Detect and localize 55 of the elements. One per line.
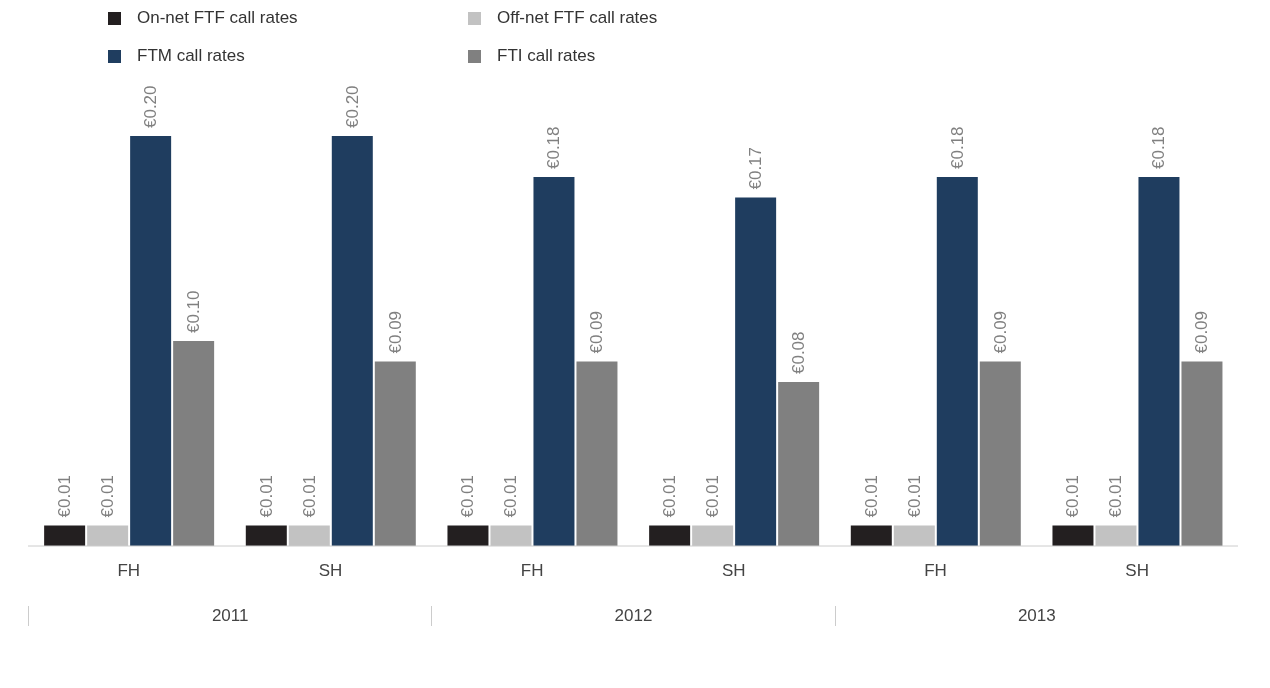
data-label: €0.09 [385,310,405,354]
bar [130,136,172,546]
data-label: €0.01 [861,474,881,518]
bar [533,177,575,546]
data-label: €0.01 [1106,474,1126,518]
data-label: €0.08 [789,331,809,374]
bar [331,136,373,546]
legend-label: Off-net FTF call rates [497,8,658,28]
data-label: €0.09 [1192,310,1212,354]
x-tick-label: FH [924,561,947,581]
data-label: €0.01 [458,474,478,518]
bar [173,341,215,546]
bar [936,177,978,546]
bar [576,361,618,546]
data-label: €0.01 [501,474,521,518]
data-label: €0.10 [184,290,204,333]
bar [447,525,489,546]
data-label: €0.09 [587,310,607,354]
bar [374,361,416,546]
text: 2013 [834,606,1238,626]
data-label: €0.01 [299,474,319,518]
x-tick-label: SH [722,561,746,581]
x-tick-label: FH [520,561,544,581]
data-label: €0.01 [904,474,924,518]
bar [778,382,820,546]
legend-label: FTM call rates [137,46,245,66]
data-label: €0.18 [947,126,967,169]
bar [245,525,287,546]
data-label: €0.01 [1063,474,1083,518]
data-label: €0.18 [1149,126,1169,169]
data-label: €0.01 [98,474,118,518]
bar [1138,177,1180,546]
data-label: €0.18 [544,126,564,169]
data-label: €0.01 [703,474,723,518]
data-label: €0.20 [342,85,362,128]
x-tick-label: SH [1125,561,1149,581]
data-label: €0.17 [746,146,766,190]
x-tick-label: SH [318,561,343,581]
bar [649,525,691,546]
data-label: €0.01 [256,474,276,518]
legend-label: On-net FTF call rates [137,8,298,28]
data-label: €0.20 [141,85,161,128]
legend-label: FTI call rates [497,46,596,66]
data-label: €0.01 [660,474,680,518]
bar [1181,361,1223,546]
bar [979,361,1021,546]
bar [850,525,892,546]
data-label: €0.01 [55,474,75,518]
text: 2011 [28,606,432,626]
bar [735,197,777,546]
text: 2012 [431,606,835,626]
bar [1052,525,1094,546]
bar [44,525,86,546]
data-label: €0.09 [990,310,1010,354]
x-tick-label: FH [117,561,141,581]
